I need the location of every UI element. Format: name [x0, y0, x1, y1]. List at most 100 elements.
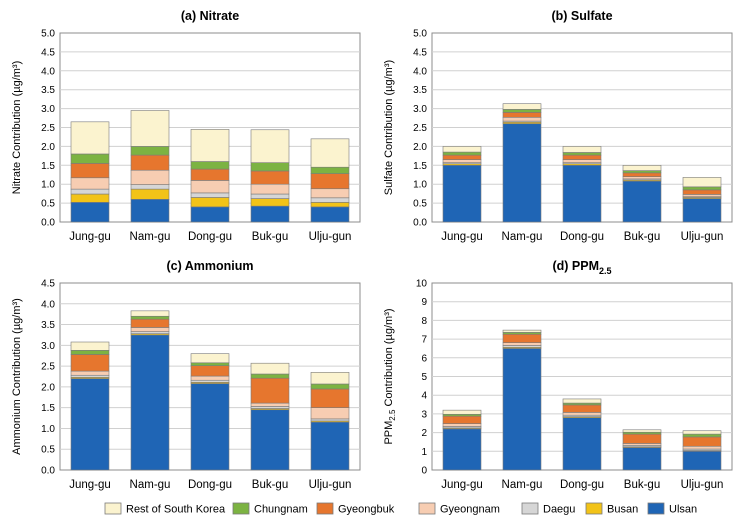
bar-ulju-gun-gyeongnam: [682, 194, 722, 197]
bar-buk-gu-gyeongnam: [622, 176, 662, 180]
bar-buk-gu-gyeongbuk: [622, 172, 662, 177]
bar-nam-gu-gyeongbuk: [130, 318, 170, 328]
y-tick-label: 4.0: [41, 66, 55, 77]
bar-nam-gu-ulsan: [502, 348, 542, 471]
legend-swatch-rest-of-south-korea: [104, 502, 122, 515]
bar-buk-gu-ulsan: [622, 180, 662, 223]
bar-nam-gu-rest-of-south-korea: [130, 310, 170, 317]
x-tick-label: Nam-gu: [130, 479, 171, 491]
legend-swatch-ulsan: [647, 502, 665, 515]
bar-jung-gu-gyeongbuk: [70, 354, 110, 372]
bar-nam-gu-rest-of-south-korea: [502, 103, 542, 110]
bar-ulju-gun-gyeongbuk: [310, 388, 350, 408]
x-tick-label: Ulju-gun: [681, 479, 724, 491]
y-tick-label: 9: [421, 297, 427, 308]
bar-dong-gu-gyeongnam: [562, 412, 602, 416]
y-axis-label: PPM2.5 Contribution (µg/m³): [383, 308, 397, 444]
bar-buk-gu-ulsan: [250, 409, 290, 471]
chart-title: (d) PPM2.5: [552, 259, 611, 276]
y-tick-label: 0.0: [413, 218, 427, 229]
chart-title: (a) Nitrate: [181, 9, 239, 23]
bar-ulju-gun-gyeongbuk: [682, 436, 722, 447]
y-tick-label: 1: [421, 447, 427, 458]
bar-ulju-gun-ulsan: [682, 450, 722, 471]
bar-buk-gu-rest-of-south-korea: [250, 362, 290, 375]
legend-label-rest-of-south-korea: Rest of South Korea: [126, 504, 226, 516]
bar-dong-gu-rest-of-south-korea: [190, 129, 230, 162]
bar-jung-gu-chungnam: [70, 153, 110, 164]
bar-jung-gu-gyeongnam: [442, 159, 482, 163]
y-tick-label: 0.0: [41, 466, 55, 477]
bar-jung-gu-rest-of-south-korea: [442, 146, 482, 153]
x-tick-label: Buk-gu: [624, 231, 660, 243]
bar-buk-gu-rest-of-south-korea: [622, 429, 662, 433]
y-tick-label: 3: [421, 409, 427, 420]
bar-jung-gu-daegu: [70, 374, 110, 378]
y-tick-label: 2.5: [413, 123, 427, 134]
bar-dong-gu-rest-of-south-korea: [562, 146, 602, 153]
y-tick-label: 2.0: [41, 382, 55, 393]
bar-nam-gu-gyeongnam: [502, 116, 542, 122]
bar-nam-gu-gyeongnam: [502, 342, 542, 346]
x-tick-label: Nam-gu: [502, 479, 543, 491]
bar-dong-gu-ulsan: [562, 417, 602, 471]
bar-nam-gu-gyeongbuk: [130, 154, 170, 171]
bar-jung-gu-chungnam: [442, 151, 482, 156]
bar-buk-gu-gyeongnam: [250, 402, 290, 407]
bar-buk-gu-gyeongnam: [250, 183, 290, 195]
x-tick-label: Buk-gu: [252, 231, 288, 243]
x-tick-label: Dong-gu: [560, 231, 604, 243]
y-tick-label: 4: [421, 391, 427, 402]
bar-ulju-gun-chungnam: [682, 433, 722, 438]
bar-ulju-gun-gyeongnam: [310, 407, 350, 420]
y-tick-label: 10: [416, 279, 428, 290]
bar-nam-gu-rest-of-south-korea: [502, 329, 542, 333]
chart-a: 0.0 0.5 1.0 1.5 2.0 2.5 3.0 3.5 4.0 4.5 5.0 Jung-gu…: [11, 9, 361, 243]
bar-ulju-gun-ulsan: [682, 198, 722, 223]
bar-dong-gu-chungnam: [190, 161, 230, 170]
bar-jung-gu-gyeongbuk: [442, 154, 482, 160]
bar-nam-gu-gyeongnam: [130, 169, 170, 185]
bar-jung-gu-ulsan: [70, 202, 110, 223]
y-tick-label: 7: [421, 335, 427, 346]
bar-jung-gu-gyeongnam: [70, 177, 110, 190]
bar-dong-gu-gyeongnam: [190, 375, 230, 381]
bar-dong-gu-ulsan: [190, 383, 230, 471]
bar-nam-gu-ulsan: [130, 199, 170, 223]
y-tick-label: 4.5: [41, 279, 55, 290]
x-tick-label: Buk-gu: [252, 479, 288, 491]
bar-nam-gu-daegu: [130, 184, 170, 190]
bar-ulju-gun-daegu: [310, 418, 350, 422]
y-tick-label: 3.0: [413, 104, 427, 115]
legend-label-ulsan: Ulsan: [669, 504, 697, 516]
bar-nam-gu-gyeongnam: [130, 327, 170, 332]
y-tick-label: 5.0: [413, 29, 427, 40]
y-tick-label: 2.0: [41, 142, 55, 153]
bar-buk-gu-gyeongbuk: [622, 433, 662, 444]
bar-nam-gu-gyeongbuk: [502, 333, 542, 343]
bar-buk-gu-daegu: [250, 406, 290, 409]
legend-label-gyeongbuk: Gyeongbuk: [338, 504, 395, 516]
bar-buk-gu-gyeongbuk: [250, 170, 290, 185]
y-tick-label: 3.5: [413, 85, 427, 96]
y-tick-label: 1.0: [41, 424, 55, 435]
bar-buk-gu-ulsan: [622, 447, 662, 471]
y-tick-label: 4.5: [413, 47, 427, 58]
bar-dong-gu-gyeongbuk: [190, 365, 230, 377]
bar-dong-gu-gyeongbuk: [562, 154, 602, 160]
x-tick-label: Jung-gu: [441, 479, 483, 491]
x-tick-label: Dong-gu: [560, 479, 604, 491]
bar-dong-gu-daegu: [190, 379, 230, 383]
y-tick-label: 3.0: [41, 104, 55, 115]
y-tick-label: 4.0: [41, 299, 55, 310]
bar-ulju-gun-rest-of-south-korea: [682, 430, 722, 435]
x-tick-label: Jung-gu: [69, 231, 111, 243]
chart-c: 0.0 0.5 1.0 1.5 2.0 2.5 3.0 3.5 4.0 4.5 Jung-gu Nam…: [11, 259, 361, 491]
bar-dong-gu-gyeongbuk: [190, 168, 230, 181]
bar-ulju-gun-chungnam: [682, 186, 722, 191]
x-tick-label: Ulju-gun: [309, 231, 352, 243]
bar-dong-gu-ulsan: [190, 206, 230, 223]
bar-dong-gu-chungnam: [562, 152, 602, 156]
bar-ulju-gun-gyeongbuk: [310, 173, 350, 190]
